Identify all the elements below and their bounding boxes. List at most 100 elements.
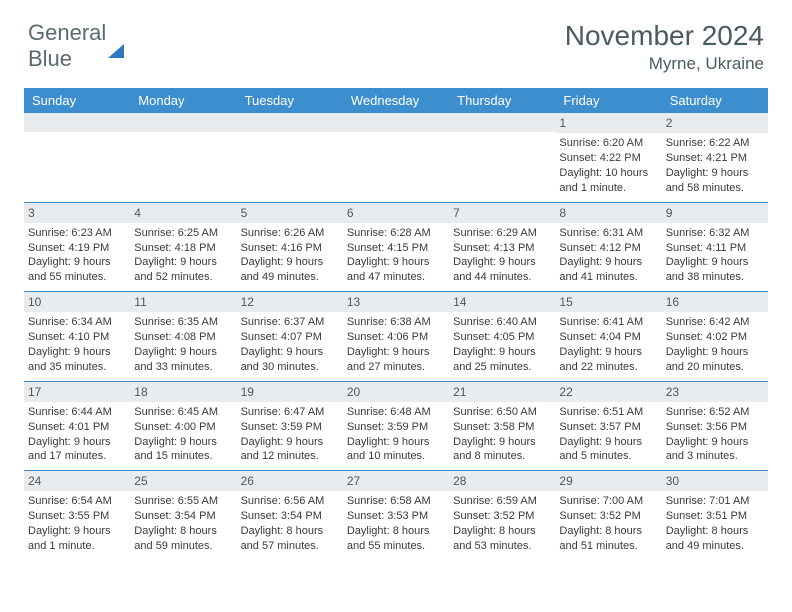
day-number: 12 (237, 292, 343, 312)
sunset-text: Sunset: 4:19 PM (28, 241, 126, 256)
day-cell: 10Sunrise: 6:34 AMSunset: 4:10 PMDayligh… (24, 292, 130, 381)
day-number: 23 (662, 382, 768, 402)
day-header-thu: Thursday (449, 88, 555, 113)
sunset-text: Sunset: 3:53 PM (347, 509, 445, 524)
daylight-text: Daylight: 9 hours and 35 minutes. (28, 345, 126, 375)
sunset-text: Sunset: 4:01 PM (28, 420, 126, 435)
day-cell: 26Sunrise: 6:56 AMSunset: 3:54 PMDayligh… (237, 471, 343, 560)
day-number: 20 (343, 382, 449, 402)
sunrise-text: Sunrise: 6:22 AM (666, 136, 764, 151)
day-cell: 22Sunrise: 6:51 AMSunset: 3:57 PMDayligh… (555, 382, 661, 471)
day-header-mon: Monday (130, 88, 236, 113)
day-header-row: Sunday Monday Tuesday Wednesday Thursday… (24, 88, 768, 113)
sunrise-text: Sunrise: 6:51 AM (559, 405, 657, 420)
daylight-text: Daylight: 9 hours and 49 minutes. (241, 255, 339, 285)
daylight-text: Daylight: 9 hours and 22 minutes. (559, 345, 657, 375)
month-title: November 2024 (565, 20, 764, 52)
sunrise-text: Sunrise: 6:47 AM (241, 405, 339, 420)
sunrise-text: Sunrise: 6:42 AM (666, 315, 764, 330)
day-cell: 29Sunrise: 7:00 AMSunset: 3:52 PMDayligh… (555, 471, 661, 560)
day-cell: 18Sunrise: 6:45 AMSunset: 4:00 PMDayligh… (130, 382, 236, 471)
day-number: 30 (662, 471, 768, 491)
day-number: 28 (449, 471, 555, 491)
daylight-text: Daylight: 9 hours and 1 minute. (28, 524, 126, 554)
day-number: 24 (24, 471, 130, 491)
sunset-text: Sunset: 4:16 PM (241, 241, 339, 256)
day-number: 9 (662, 203, 768, 223)
sunrise-text: Sunrise: 6:41 AM (559, 315, 657, 330)
day-number: 13 (343, 292, 449, 312)
day-number: 19 (237, 382, 343, 402)
daylight-text: Daylight: 8 hours and 49 minutes. (666, 524, 764, 554)
day-cell: 25Sunrise: 6:55 AMSunset: 3:54 PMDayligh… (130, 471, 236, 560)
day-cell: 9Sunrise: 6:32 AMSunset: 4:11 PMDaylight… (662, 203, 768, 292)
week-row: 3Sunrise: 6:23 AMSunset: 4:19 PMDaylight… (24, 202, 768, 292)
sunrise-text: Sunrise: 6:48 AM (347, 405, 445, 420)
day-number (343, 113, 449, 132)
week-row: 1Sunrise: 6:20 AMSunset: 4:22 PMDaylight… (24, 113, 768, 202)
sunrise-text: Sunrise: 6:37 AM (241, 315, 339, 330)
daylight-text: Daylight: 9 hours and 47 minutes. (347, 255, 445, 285)
sunrise-text: Sunrise: 6:38 AM (347, 315, 445, 330)
logo: General Blue (28, 20, 124, 72)
sunrise-text: Sunrise: 6:35 AM (134, 315, 232, 330)
week-row: 24Sunrise: 6:54 AMSunset: 3:55 PMDayligh… (24, 470, 768, 560)
daylight-text: Daylight: 9 hours and 5 minutes. (559, 435, 657, 465)
day-cell: 15Sunrise: 6:41 AMSunset: 4:04 PMDayligh… (555, 292, 661, 381)
day-cell: 7Sunrise: 6:29 AMSunset: 4:13 PMDaylight… (449, 203, 555, 292)
sunset-text: Sunset: 4:12 PM (559, 241, 657, 256)
sunset-text: Sunset: 3:56 PM (666, 420, 764, 435)
day-cell: 19Sunrise: 6:47 AMSunset: 3:59 PMDayligh… (237, 382, 343, 471)
daylight-text: Daylight: 9 hours and 52 minutes. (134, 255, 232, 285)
daylight-text: Daylight: 8 hours and 59 minutes. (134, 524, 232, 554)
day-cell (24, 113, 130, 202)
daylight-text: Daylight: 8 hours and 55 minutes. (347, 524, 445, 554)
day-number: 10 (24, 292, 130, 312)
sunset-text: Sunset: 3:54 PM (134, 509, 232, 524)
sunrise-text: Sunrise: 6:40 AM (453, 315, 551, 330)
day-cell (130, 113, 236, 202)
daylight-text: Daylight: 9 hours and 27 minutes. (347, 345, 445, 375)
sunrise-text: Sunrise: 7:01 AM (666, 494, 764, 509)
sunset-text: Sunset: 3:59 PM (241, 420, 339, 435)
day-cell: 17Sunrise: 6:44 AMSunset: 4:01 PMDayligh… (24, 382, 130, 471)
daylight-text: Daylight: 9 hours and 58 minutes. (666, 166, 764, 196)
sunset-text: Sunset: 4:13 PM (453, 241, 551, 256)
week-row: 17Sunrise: 6:44 AMSunset: 4:01 PMDayligh… (24, 381, 768, 471)
sunset-text: Sunset: 3:55 PM (28, 509, 126, 524)
sunset-text: Sunset: 3:59 PM (347, 420, 445, 435)
day-cell: 13Sunrise: 6:38 AMSunset: 4:06 PMDayligh… (343, 292, 449, 381)
day-cell: 21Sunrise: 6:50 AMSunset: 3:58 PMDayligh… (449, 382, 555, 471)
daylight-text: Daylight: 9 hours and 10 minutes. (347, 435, 445, 465)
daylight-text: Daylight: 9 hours and 20 minutes. (666, 345, 764, 375)
sunset-text: Sunset: 3:54 PM (241, 509, 339, 524)
day-header-sun: Sunday (24, 88, 130, 113)
day-cell: 20 Sunrise: 6:48 AMSunset: 3:59 PMDayligh… (343, 382, 449, 471)
logo-sail-icon (108, 27, 124, 58)
sunrise-text: Sunrise: 6:25 AM (134, 226, 232, 241)
daylight-text: Daylight: 9 hours and 44 minutes. (453, 255, 551, 285)
day-cell: 14Sunrise: 6:40 AMSunset: 4:05 PMDayligh… (449, 292, 555, 381)
day-header-wed: Wednesday (343, 88, 449, 113)
sunrise-text: Sunrise: 6:34 AM (28, 315, 126, 330)
day-number: 3 (24, 203, 130, 223)
daylight-text: Daylight: 10 hours and 1 minute. (559, 166, 657, 196)
day-cell (237, 113, 343, 202)
day-number: 7 (449, 203, 555, 223)
day-cell: 11Sunrise: 6:35 AMSunset: 4:08 PMDayligh… (130, 292, 236, 381)
day-cell: 24Sunrise: 6:54 AMSunset: 3:55 PMDayligh… (24, 471, 130, 560)
day-number: 26 (237, 471, 343, 491)
sunrise-text: Sunrise: 6:32 AM (666, 226, 764, 241)
daylight-text: Daylight: 9 hours and 41 minutes. (559, 255, 657, 285)
day-number: 5 (237, 203, 343, 223)
sunrise-text: Sunrise: 6:28 AM (347, 226, 445, 241)
week-row: 10Sunrise: 6:34 AMSunset: 4:10 PMDayligh… (24, 291, 768, 381)
title-block: November 2024 Myrne, Ukraine (565, 20, 764, 74)
sunset-text: Sunset: 4:22 PM (559, 151, 657, 166)
day-cell: 6Sunrise: 6:28 AMSunset: 4:15 PMDaylight… (343, 203, 449, 292)
day-cell: 3Sunrise: 6:23 AMSunset: 4:19 PMDaylight… (24, 203, 130, 292)
sunrise-text: Sunrise: 6:55 AM (134, 494, 232, 509)
day-cell: 2Sunrise: 6:22 AMSunset: 4:21 PMDaylight… (662, 113, 768, 202)
day-number: 14 (449, 292, 555, 312)
sunrise-text: Sunrise: 6:56 AM (241, 494, 339, 509)
